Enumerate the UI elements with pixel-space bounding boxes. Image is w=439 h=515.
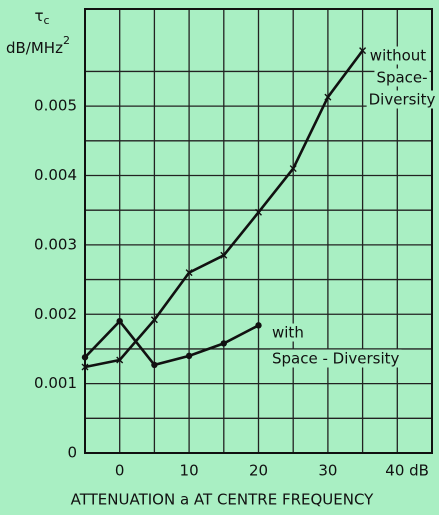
point [289,165,297,173]
point [185,269,193,277]
point [116,356,124,364]
annotation-bg [374,68,430,87]
point [185,352,193,360]
annotation-bg [367,46,429,65]
series-annotation: Space - Diversity [272,350,400,368]
point [150,316,158,324]
series-annotation: without [370,47,427,65]
x-tick-label: 20 [249,462,268,480]
annotation-bg [270,349,402,368]
annotation-bg [366,90,438,109]
point [81,354,89,361]
series-annotation: with [272,324,304,342]
point [255,322,262,329]
y-tick-label: 0.001 [34,374,77,392]
point [359,47,367,55]
x-axis-label: ATTENUATION a AT CENTRE FREQUENCY [71,491,375,509]
x-tick-label: 40 dB [385,462,429,480]
point [220,251,228,259]
point [81,363,89,371]
y-tick-label: 0.005 [34,97,77,115]
y-symbol: τc [34,7,49,28]
series-annotation: Space- [376,69,427,87]
plot-frame [84,8,433,454]
x-tick-label: 10 [180,462,199,480]
point [220,340,227,347]
series-line [84,319,260,367]
y-tick-label: 0.004 [34,166,77,184]
point [324,93,332,101]
point [255,208,262,216]
point [116,317,123,325]
x-tick-label: 0 [115,462,125,480]
y-tick-label: 0 [67,444,77,462]
point [151,361,158,369]
annotation-bg [270,323,306,342]
series-annotation: Diversity [369,91,436,109]
y-unit: dB/MHz2 [6,34,70,57]
x-tick-label: 30 [318,462,337,480]
y-tick-label: 0.003 [34,235,77,253]
y-tick-label: 0.002 [34,305,77,323]
